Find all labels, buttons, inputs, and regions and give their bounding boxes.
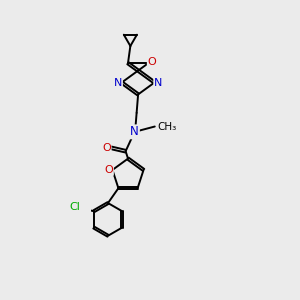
Text: Cl: Cl bbox=[69, 202, 80, 212]
Text: N: N bbox=[130, 125, 139, 138]
Text: O: O bbox=[104, 165, 113, 175]
Text: CH₃: CH₃ bbox=[157, 122, 176, 131]
Text: N: N bbox=[114, 78, 122, 88]
Text: O: O bbox=[148, 57, 157, 67]
Text: O: O bbox=[102, 142, 111, 153]
Text: N: N bbox=[154, 77, 163, 88]
